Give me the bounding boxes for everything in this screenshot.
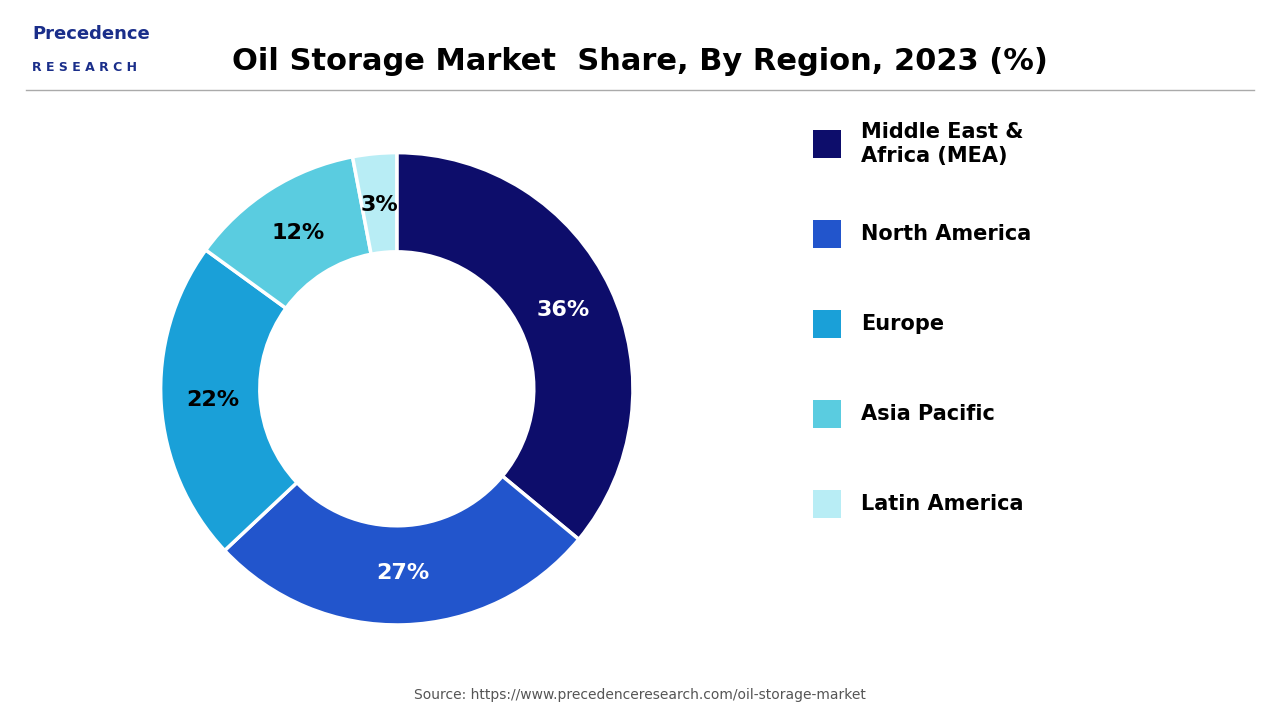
Text: 27%: 27%	[376, 563, 429, 583]
Text: Europe: Europe	[861, 314, 945, 334]
Text: 36%: 36%	[536, 300, 590, 320]
Wedge shape	[161, 250, 297, 551]
Wedge shape	[206, 157, 371, 308]
Text: Precedence: Precedence	[32, 25, 150, 43]
Text: Asia Pacific: Asia Pacific	[861, 404, 996, 424]
Text: Oil Storage Market  Share, By Region, 2023 (%): Oil Storage Market Share, By Region, 202…	[232, 47, 1048, 76]
Text: Source: https://www.precedenceresearch.com/oil-storage-market: Source: https://www.precedenceresearch.c…	[413, 688, 867, 702]
Text: 22%: 22%	[187, 390, 239, 410]
Wedge shape	[352, 153, 397, 254]
Text: 3%: 3%	[361, 195, 398, 215]
Text: 12%: 12%	[271, 223, 325, 243]
Text: R E S E A R C H: R E S E A R C H	[32, 61, 137, 74]
Text: Latin America: Latin America	[861, 494, 1024, 514]
Text: North America: North America	[861, 224, 1032, 244]
Wedge shape	[397, 153, 632, 539]
Text: Middle East &
Africa (MEA): Middle East & Africa (MEA)	[861, 122, 1024, 166]
Wedge shape	[225, 476, 579, 625]
